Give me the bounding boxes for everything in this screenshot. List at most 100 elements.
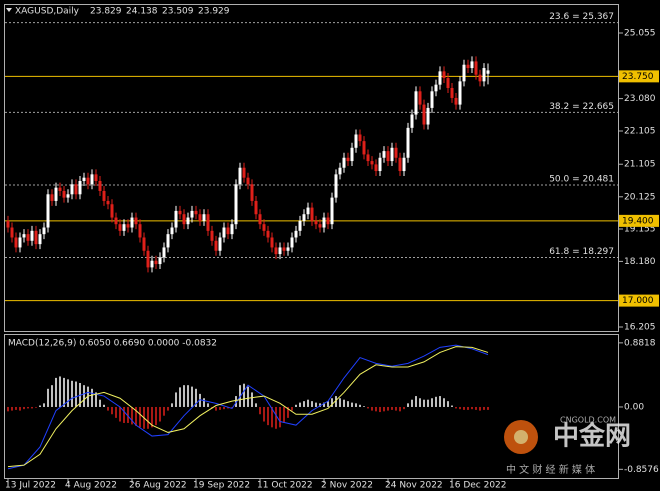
histogram-bar [47, 388, 49, 407]
site: CNGOLD.COM [560, 416, 616, 425]
histogram-bar [479, 406, 481, 411]
histogram-bar [263, 406, 265, 422]
candle-body [54, 187, 58, 201]
candle-body [6, 220, 10, 228]
histogram-bar [251, 392, 253, 407]
histogram-bar [315, 402, 317, 407]
candle-body [370, 161, 374, 165]
histogram-bar [379, 406, 381, 413]
x-tick-label: 13 Jul 2022 [5, 481, 56, 491]
candle-body [282, 247, 286, 251]
candle-body [310, 207, 314, 221]
candle-body [482, 68, 486, 82]
candle-body [246, 177, 250, 185]
candle-body [422, 104, 426, 125]
histogram-bar [235, 396, 237, 407]
histogram-bar [451, 405, 453, 407]
candle-body [66, 194, 70, 198]
histogram-bar [319, 403, 321, 407]
candle-body [214, 240, 218, 251]
histogram-bar [363, 406, 365, 407]
histogram-bar [307, 399, 309, 407]
histogram-bar [271, 406, 273, 428]
candle-body [378, 157, 382, 172]
fib-label: 38.2 = 22.665 [549, 102, 614, 112]
candle-body [354, 134, 358, 148]
candle-body [90, 174, 94, 185]
y-tick-label: 19.155 [624, 225, 656, 235]
candle-body [194, 210, 198, 215]
candle-body [438, 71, 442, 85]
candle-body [174, 210, 178, 228]
fib-label: 23.6 = 25.367 [549, 12, 614, 22]
histogram-bar [383, 406, 385, 412]
candle-body [314, 220, 318, 225]
candle-body [166, 234, 170, 248]
y-tick-label: 21.105 [624, 160, 656, 170]
histogram-bar [431, 398, 433, 407]
macd-panel [4, 334, 619, 479]
histogram-bar [43, 403, 45, 407]
candle-body [426, 107, 430, 125]
x-tick-label: 4 Aug 2022 [65, 481, 117, 491]
histogram-bar [463, 406, 465, 410]
candle-body [242, 167, 246, 178]
candle-body [82, 177, 86, 182]
histogram-bar [311, 401, 313, 407]
histogram-bar [103, 404, 105, 407]
candle-body [142, 237, 146, 251]
candle-body [222, 227, 226, 238]
histogram-bar [387, 406, 389, 411]
candle-body [258, 214, 262, 225]
level-box [619, 70, 659, 83]
candle-body [34, 230, 38, 245]
candle-body [86, 177, 90, 185]
candle-body [22, 234, 26, 238]
histogram-bar [391, 406, 393, 410]
candle-body [14, 237, 18, 248]
candle-body [202, 214, 206, 221]
candle-body [170, 227, 174, 235]
histogram-bar [35, 406, 37, 408]
histogram-bar [99, 399, 101, 407]
histogram-bar [147, 406, 149, 429]
histogram-bar [355, 403, 357, 407]
histogram-bar [343, 399, 345, 407]
candle-body [158, 257, 162, 265]
histogram-bar [175, 392, 177, 407]
histogram-bar [27, 406, 29, 409]
candle-body [478, 74, 482, 82]
histogram-bar [195, 388, 197, 407]
candle-body [10, 227, 14, 238]
histogram-bar [159, 406, 161, 422]
candle-body [390, 147, 394, 162]
candle-body [38, 234, 42, 245]
histogram-bar [55, 377, 57, 407]
x-tick-label: 11 Oct 2022 [257, 481, 313, 491]
candle-body [238, 167, 242, 185]
histogram-bar [123, 406, 125, 423]
histogram-bar [223, 406, 225, 410]
y-tick-label: -0.8576 [624, 465, 659, 475]
candle-body [262, 224, 266, 231]
histogram-bar [331, 398, 333, 407]
x-tick-label: 16 Dec 2022 [449, 481, 507, 491]
histogram-bar [139, 406, 141, 428]
histogram-bar [91, 388, 93, 407]
candle-body [270, 237, 274, 248]
histogram-bar [351, 402, 353, 407]
candle-body [366, 154, 370, 162]
histogram-bar [83, 385, 85, 407]
watermark: 中金网 CNGOLD.COM 中 文 财 经 新 媒 体 [504, 416, 631, 476]
candle-body [382, 151, 386, 158]
histogram-bar [179, 387, 181, 407]
histogram-bar [107, 406, 109, 411]
histogram-bar [155, 406, 157, 426]
histogram-bar [459, 406, 461, 410]
candle-body [462, 64, 466, 82]
y-tick-label: 18.180 [624, 257, 656, 267]
candle-body [326, 217, 330, 225]
candle-body [358, 134, 362, 142]
histogram-bar [151, 406, 153, 428]
histogram-bar [327, 401, 329, 407]
